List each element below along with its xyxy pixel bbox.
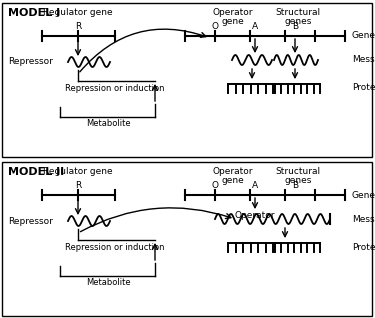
Text: Structural: Structural: [275, 8, 321, 17]
Text: R: R: [75, 22, 81, 31]
Text: R: R: [75, 181, 81, 190]
Text: O: O: [211, 22, 219, 31]
Text: Regulator gene: Regulator gene: [43, 8, 113, 17]
Text: Proteins: Proteins: [352, 84, 375, 93]
FancyBboxPatch shape: [2, 3, 372, 157]
Text: Operator: Operator: [235, 211, 275, 220]
Text: O: O: [211, 181, 219, 190]
Text: Metabolite: Metabolite: [86, 119, 130, 128]
Text: A: A: [252, 22, 258, 31]
Text: MODEL I: MODEL I: [8, 8, 60, 18]
Text: MODEL II: MODEL II: [8, 167, 64, 177]
Text: Operator: Operator: [213, 8, 253, 17]
Text: Repressor: Repressor: [8, 217, 53, 225]
Text: A: A: [252, 181, 258, 190]
Text: Genes: Genes: [352, 190, 375, 199]
Text: Repressor: Repressor: [8, 58, 53, 66]
Text: Repression or induction: Repression or induction: [65, 84, 165, 93]
Text: Structural: Structural: [275, 167, 321, 176]
Text: Genes: Genes: [352, 31, 375, 40]
Text: Messengers: Messengers: [352, 215, 375, 224]
Text: genes: genes: [284, 176, 312, 185]
Text: Operator: Operator: [213, 167, 253, 176]
Text: Repression or induction: Repression or induction: [65, 243, 165, 252]
Text: Messengers: Messengers: [352, 56, 375, 65]
Text: B: B: [292, 181, 298, 190]
FancyBboxPatch shape: [2, 162, 372, 316]
Text: gene: gene: [222, 17, 245, 26]
Text: gene: gene: [222, 176, 245, 185]
Text: Metabolite: Metabolite: [86, 278, 130, 287]
Text: B: B: [292, 22, 298, 31]
Text: genes: genes: [284, 17, 312, 26]
Text: Regulator gene: Regulator gene: [43, 167, 113, 176]
Text: Proteins: Proteins: [352, 243, 375, 252]
